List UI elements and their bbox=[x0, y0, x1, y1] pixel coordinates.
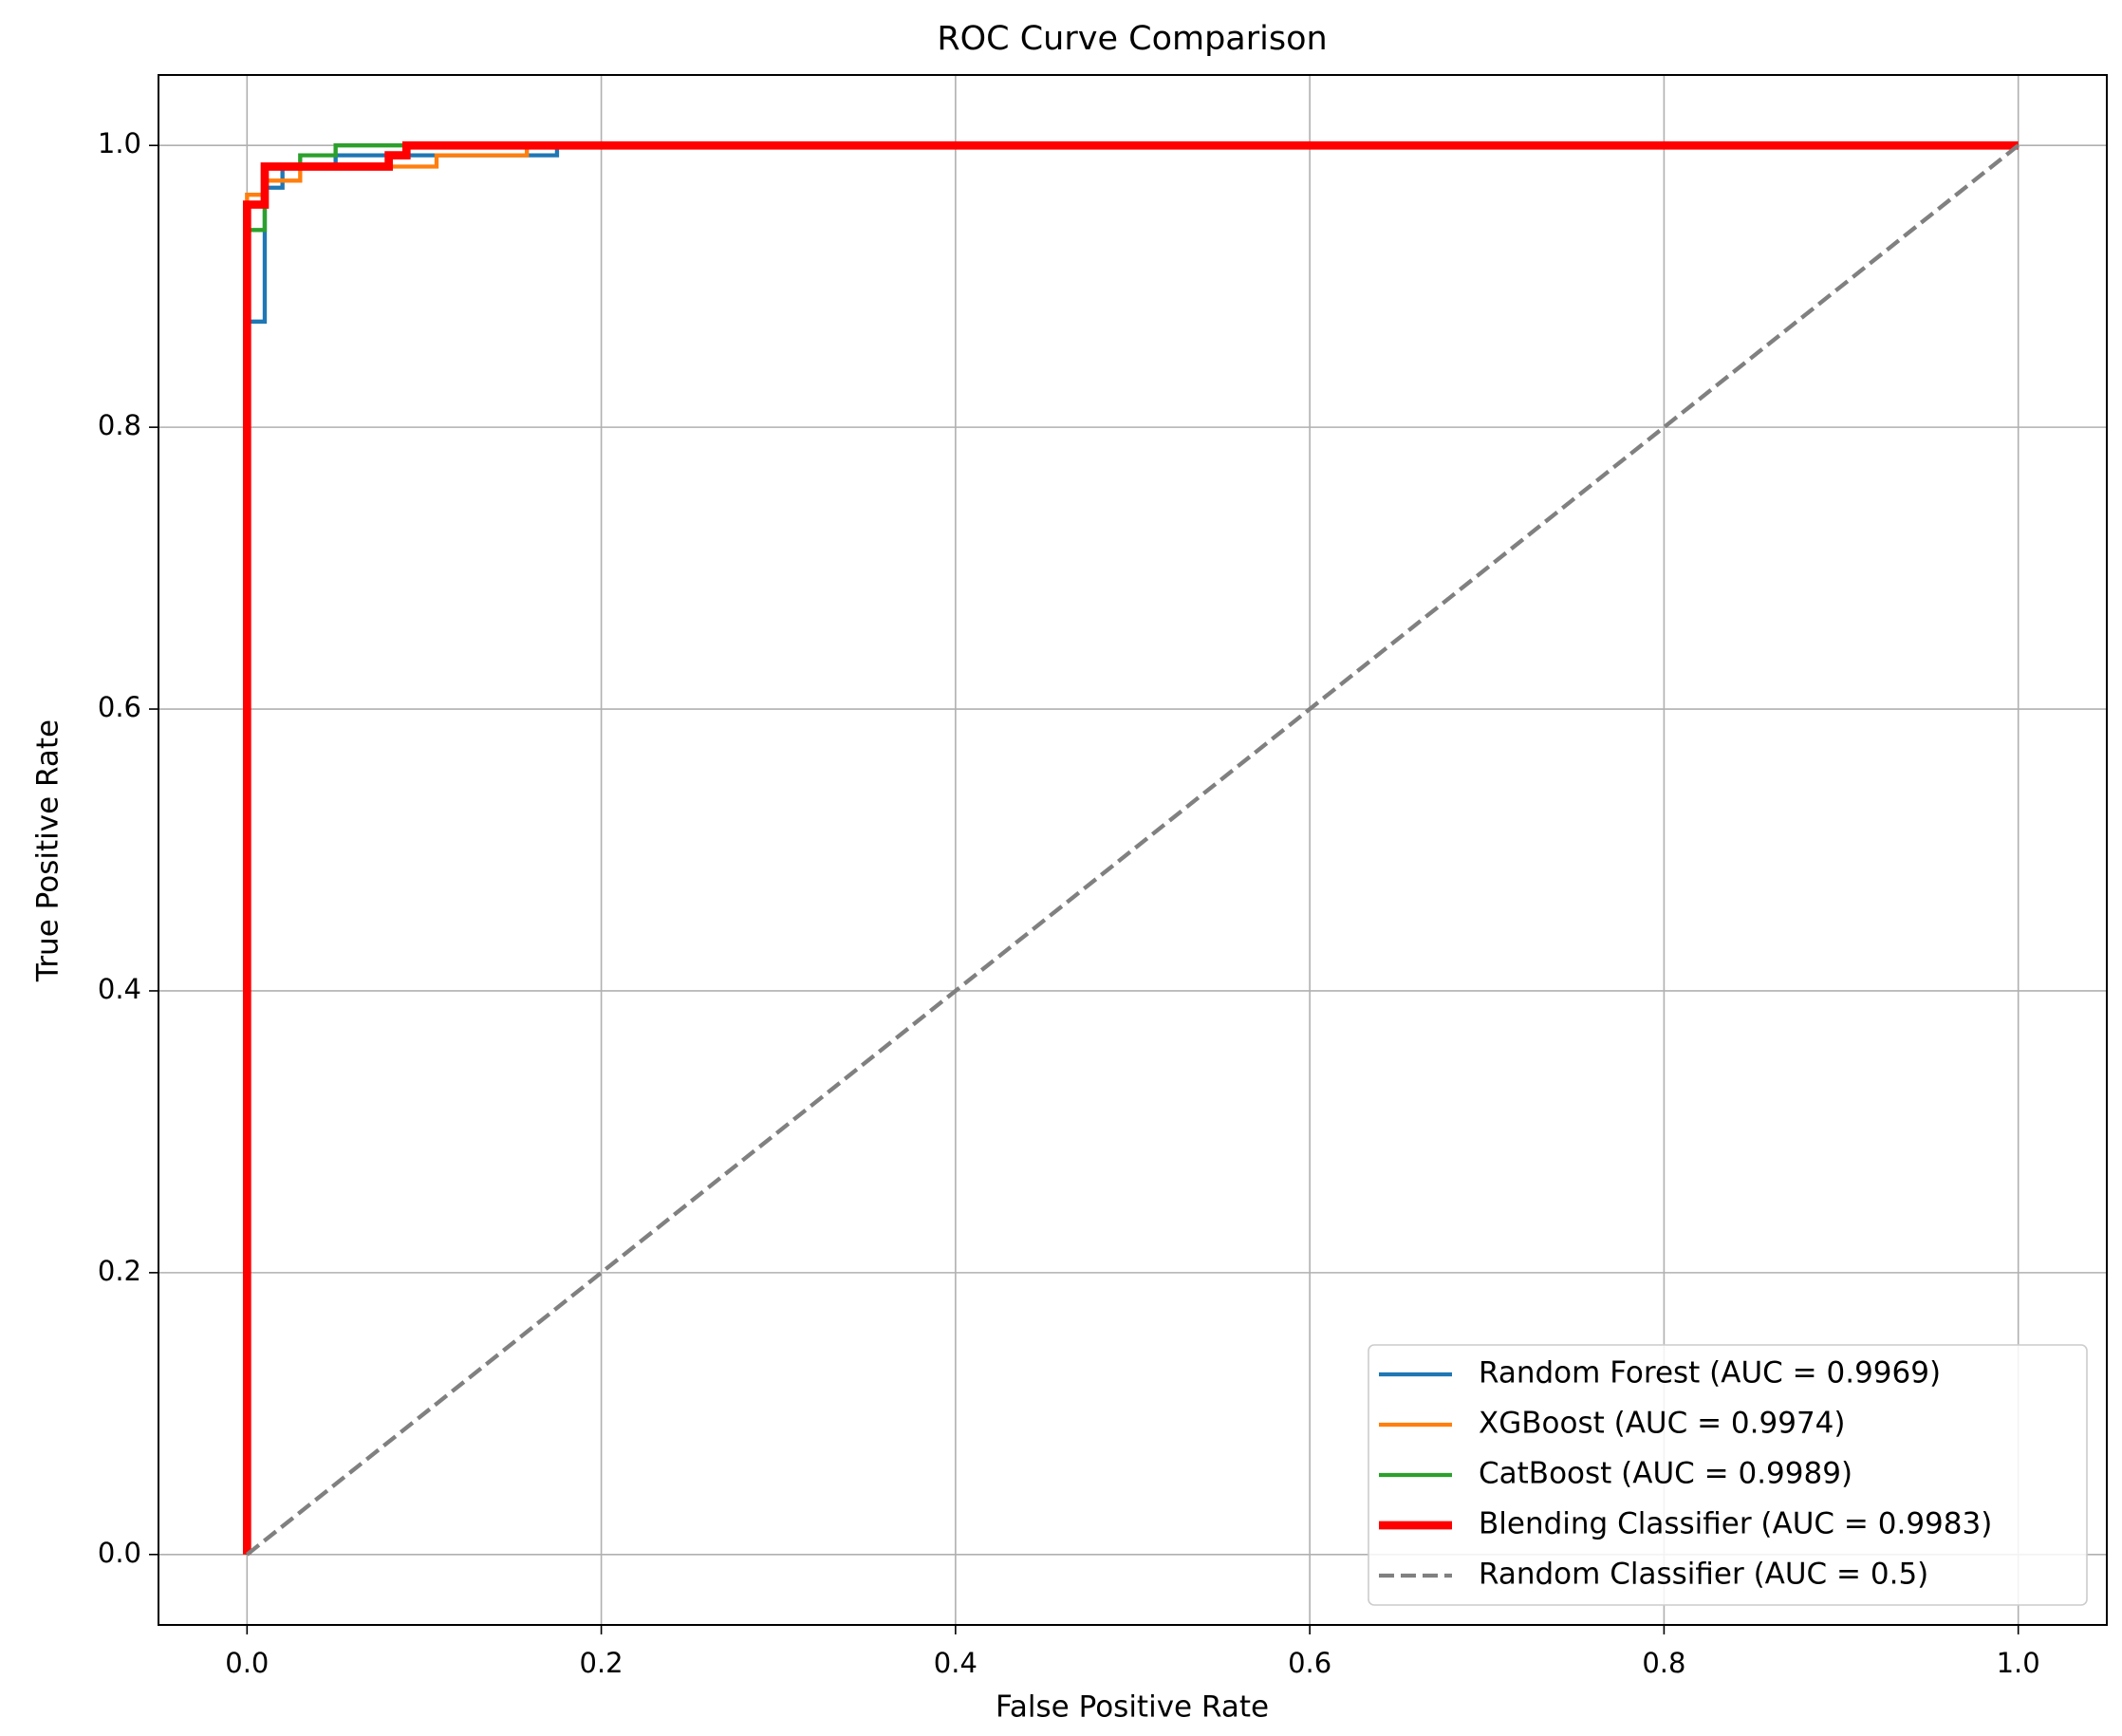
y-axis-label: True Positive Rate bbox=[31, 719, 65, 982]
chart-title: ROC Curve Comparison bbox=[937, 20, 1327, 58]
x-tick-label: 0.6 bbox=[1288, 1647, 1331, 1679]
y-tick-label: 0.2 bbox=[98, 1255, 141, 1287]
legend-label: XGBoost (AUC = 0.9974) bbox=[1479, 1407, 1846, 1441]
x-tick-label: 0.2 bbox=[580, 1647, 624, 1679]
roc-line bbox=[245, 143, 2020, 1557]
x-tick-label: 0.4 bbox=[934, 1647, 977, 1679]
x-tick-label: 0.8 bbox=[1642, 1647, 1685, 1679]
y-tick-label: 0.8 bbox=[98, 409, 141, 441]
roc-line bbox=[242, 140, 2019, 1555]
y-tick-label: 1.0 bbox=[98, 127, 141, 159]
legend-label: Random Classifier (AUC = 0.5) bbox=[1479, 1558, 1928, 1592]
legend-label: Random Forest (AUC = 0.9969) bbox=[1479, 1356, 1941, 1391]
legend-label: CatBoost (AUC = 0.9989) bbox=[1479, 1457, 1852, 1491]
y-tick-label: 0.6 bbox=[98, 691, 141, 723]
x-tick-label: 1.0 bbox=[1997, 1647, 2040, 1679]
y-tick-label: 0.4 bbox=[98, 973, 141, 1005]
x-tick-label: 0.0 bbox=[225, 1647, 269, 1679]
y-tick-label: 0.0 bbox=[98, 1537, 141, 1569]
x-axis-label: False Positive Rate bbox=[996, 1690, 1269, 1725]
legend-box bbox=[1368, 1344, 2088, 1606]
legend-label: Blending Classifier (AUC = 0.9983) bbox=[1479, 1507, 1992, 1541]
axes-frame bbox=[158, 74, 2108, 1626]
